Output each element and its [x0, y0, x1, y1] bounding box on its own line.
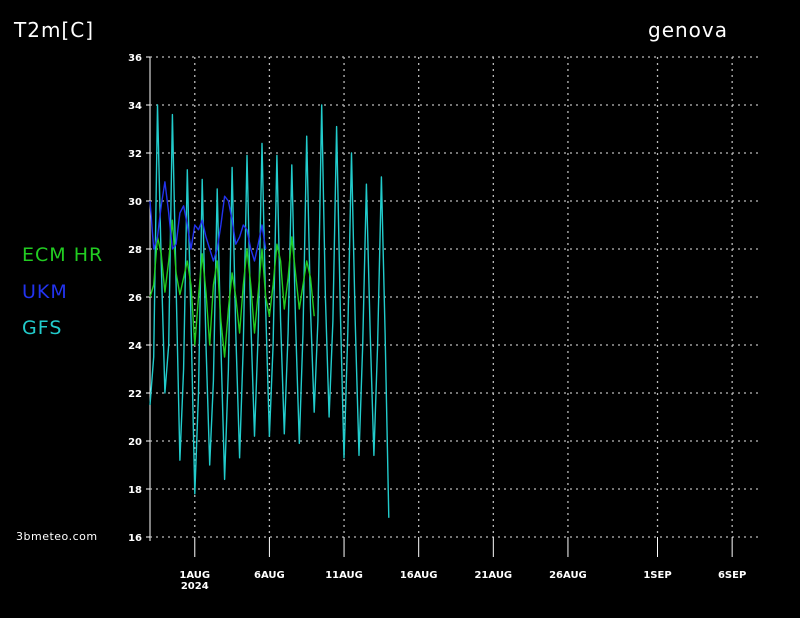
legend-gfs: GFS: [22, 317, 63, 339]
y-tick-label: 16: [128, 533, 142, 544]
x-tick-label: 1AUG: [179, 570, 210, 581]
location-label: genova: [648, 18, 729, 42]
legend-ecm-hr: ECM HR: [22, 244, 104, 266]
series-line-ukm: [149, 181, 267, 262]
y-tick-label: 32: [128, 149, 142, 160]
series-line-ecm-hr: [149, 219, 315, 358]
x-tick-label: 6SEP: [718, 570, 746, 581]
x-tick-label: 11AUG: [325, 570, 363, 581]
y-tick-label: 36: [128, 53, 142, 64]
y-tick-label: 28: [128, 245, 142, 256]
y-tick-label: 20: [128, 437, 142, 448]
y-tick-label: 24: [128, 341, 142, 352]
x-tick-label: 16AUG: [400, 570, 438, 581]
y-tick-label: 26: [128, 293, 142, 304]
x-tick-label: 1SEP: [643, 570, 671, 581]
y-tick-label: 22: [128, 389, 142, 400]
chart-title: T2m[C]: [14, 18, 94, 42]
x-tick-label: 6AUG: [254, 570, 285, 581]
y-tick-label: 34: [128, 101, 142, 112]
x-tick-sublabel: 2024: [181, 581, 209, 592]
y-tick-label: 30: [128, 197, 142, 208]
x-tick-label: 26AUG: [549, 570, 587, 581]
series-line-gfs: [149, 104, 390, 518]
source-credit: 3bmeteo.com: [16, 530, 98, 543]
x-tick-label: 21AUG: [474, 570, 512, 581]
y-tick-label: 18: [128, 485, 142, 496]
legend-ukm: UKM: [22, 281, 68, 303]
